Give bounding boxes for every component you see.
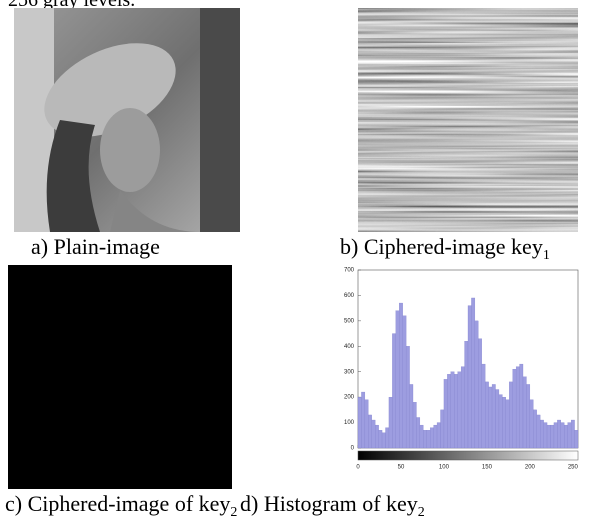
- bar: [540, 420, 543, 448]
- bar: [533, 410, 536, 448]
- bar: [468, 306, 471, 448]
- x-tick-label: 250: [568, 465, 579, 471]
- bar: [427, 430, 430, 448]
- x-tick-label: 100: [439, 465, 450, 471]
- bar: [523, 377, 526, 448]
- bar: [392, 334, 395, 448]
- caption: c) Ciphered-image of key2: [5, 491, 237, 519]
- x-tick-label: 200: [525, 465, 536, 471]
- bar: [513, 369, 516, 448]
- bar: [489, 387, 492, 448]
- y-tick-label: 200: [344, 395, 355, 401]
- bar: [379, 430, 382, 448]
- bar: [478, 339, 481, 448]
- bar: [509, 382, 512, 448]
- bar: [361, 392, 364, 448]
- x-tick-label: 50: [398, 465, 405, 471]
- bar: [423, 430, 426, 448]
- bar: [496, 390, 499, 448]
- bar: [547, 425, 550, 448]
- bar: [413, 402, 416, 448]
- bar: [485, 382, 488, 448]
- bar: [475, 321, 478, 448]
- caption: d) Histogram of key2: [240, 491, 425, 519]
- bar: [575, 430, 578, 448]
- caption-text: d) Histogram of key: [240, 491, 418, 516]
- y-tick-label: 100: [344, 420, 355, 426]
- bar: [516, 367, 519, 448]
- caption-text: c) Ciphered-image of key: [5, 491, 230, 516]
- y-tick-label: 300: [344, 369, 355, 375]
- bar: [492, 384, 495, 448]
- bar: [368, 415, 371, 448]
- x-tick-label: 0: [356, 465, 360, 471]
- histogram: 0 100 200 300 400 500 600 700 0 50 100 150 200 250: [344, 268, 579, 471]
- bar: [386, 428, 389, 448]
- bar: [382, 433, 385, 448]
- bar: [471, 298, 474, 448]
- bar: [434, 425, 437, 448]
- bar: [506, 400, 509, 448]
- bar: [441, 410, 444, 448]
- bar: [420, 425, 423, 448]
- bar: [454, 374, 457, 448]
- bar: [551, 425, 554, 448]
- ciphered-image-2: [8, 265, 232, 489]
- bar: [375, 425, 378, 448]
- bar: [554, 423, 557, 448]
- y-tick-label: 500: [344, 318, 355, 324]
- figure: 256 gray levels. a) Plain-image b) Ciphe…: [0, 0, 591, 519]
- y-tick-label: 700: [344, 268, 355, 274]
- bar: [437, 423, 440, 448]
- bar: [502, 397, 505, 448]
- caption-text: a) Plain-image: [31, 234, 160, 259]
- x-tick-label: 150: [482, 465, 493, 471]
- bar: [571, 420, 574, 448]
- bar: [465, 341, 468, 448]
- ciphered-image-1: [358, 8, 578, 232]
- bar: [564, 425, 567, 448]
- bar: [499, 395, 502, 448]
- bar: [444, 379, 447, 448]
- y-tick-label: 0: [351, 446, 355, 452]
- bar: [365, 400, 368, 448]
- bar: [396, 311, 399, 448]
- bar: [482, 364, 485, 448]
- bar: [403, 316, 406, 448]
- bar: [406, 346, 409, 448]
- caption-subscript: 2: [418, 505, 425, 519]
- bar: [458, 372, 461, 448]
- y-tick-label: 600: [344, 293, 355, 299]
- bar: [389, 397, 392, 448]
- caption-subscript: 2: [230, 505, 237, 519]
- bar: [537, 415, 540, 448]
- caption: a) Plain-image: [31, 234, 160, 259]
- bar: [561, 423, 564, 448]
- bar: [544, 423, 547, 448]
- bar: [568, 423, 571, 448]
- bar: [530, 400, 533, 448]
- bar: [526, 384, 529, 448]
- y-tick-label: 400: [344, 344, 355, 350]
- bar: [372, 420, 375, 448]
- bar: [410, 384, 413, 448]
- bar: [520, 364, 523, 448]
- caption-subscript: 1: [543, 248, 550, 263]
- bar: [557, 420, 560, 448]
- bar: [430, 428, 433, 448]
- bar: [358, 397, 361, 448]
- bar: [416, 417, 419, 448]
- bar: [461, 367, 464, 448]
- bar: [399, 303, 402, 448]
- caption: b) Ciphered-image key1: [340, 234, 550, 263]
- bar: [447, 374, 450, 448]
- caption-text: b) Ciphered-image key: [340, 234, 543, 259]
- bar: [451, 372, 454, 448]
- plain-image: [14, 8, 240, 232]
